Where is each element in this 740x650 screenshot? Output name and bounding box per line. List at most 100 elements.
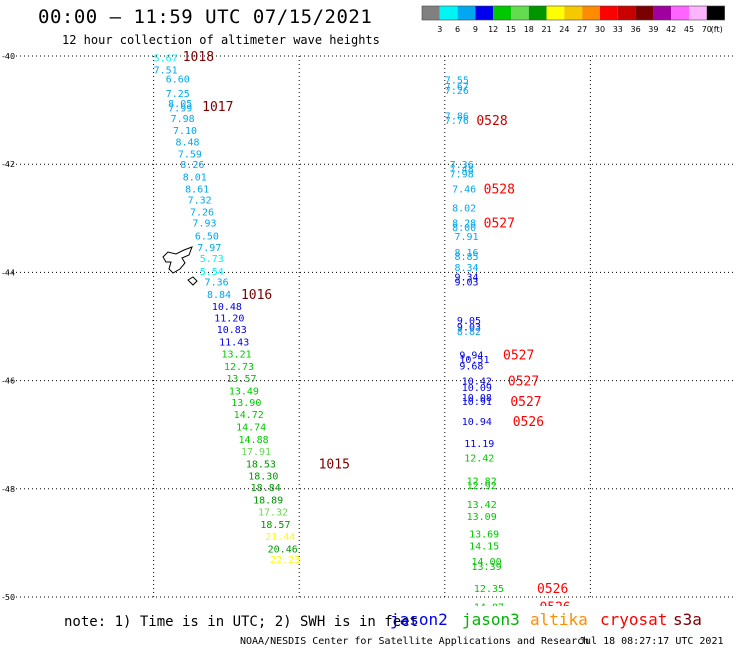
wave-height-value: 9.03 xyxy=(457,323,481,334)
legend-cryosat: cryosat xyxy=(600,610,668,629)
wave-height-value: 7.93 xyxy=(192,219,216,230)
wave-height-value: 7.59 xyxy=(178,149,202,160)
colorbar-swatch xyxy=(635,6,654,20)
wave-height-value: 8.28 xyxy=(452,219,476,230)
colorbar-unit: (ft) xyxy=(711,25,723,34)
wave-height-value: 14.74 xyxy=(236,423,266,434)
wave-height-value: 8.01 xyxy=(183,173,207,184)
chart-title: 00:00 – 11:59 UTC 07/15/2021 xyxy=(38,6,373,28)
credit-line: NOAA/NESDIS Center for Satellite Applica… xyxy=(240,636,590,647)
wave-height-value: 10.48 xyxy=(212,302,242,313)
wave-height-value: 7.36 xyxy=(450,160,474,171)
y-tick-label: -40 xyxy=(2,52,15,61)
wave-height-value: 12.35 xyxy=(474,584,504,595)
wave-height-value: 7.36 xyxy=(205,278,229,289)
pass-time-label: 0527 xyxy=(503,349,534,364)
wave-height-value: 7.10 xyxy=(173,126,197,137)
wave-height-value: 13.49 xyxy=(229,386,259,397)
wave-height-value: 5.67 xyxy=(154,54,178,65)
wave-height-value: 13.69 xyxy=(469,530,499,541)
pass-time-label: 1015 xyxy=(319,457,350,472)
wave-height-value: 13.57 xyxy=(226,374,256,385)
colorbar-swatch xyxy=(546,6,565,20)
x-tick-label: -165 xyxy=(723,605,740,606)
chart-subtitle: 12 hour collection of altimeter wave hei… xyxy=(62,33,380,47)
pass-time-label: 0526 xyxy=(537,582,568,597)
wave-height-value: 9.05 xyxy=(457,316,481,327)
wave-height-value: 7.32 xyxy=(188,195,212,206)
pass-time-label: 0527 xyxy=(508,375,539,390)
x-tick-label: -180 xyxy=(3,605,21,606)
colorbar-swatch xyxy=(493,6,511,20)
colorbar-label: 3 xyxy=(437,25,442,34)
colorbar-label: 33 xyxy=(613,25,623,34)
colorbar-swatch xyxy=(422,6,440,20)
colorbar-label: 39 xyxy=(648,25,658,34)
colorbar-swatch xyxy=(564,6,583,20)
colorbar-label: 27 xyxy=(577,25,587,34)
wave-height-value: 12.42 xyxy=(464,453,494,464)
wave-height-value: 13.90 xyxy=(231,398,261,409)
legend-s3a: s3a xyxy=(673,610,702,629)
wave-height-value: 18.57 xyxy=(260,520,290,531)
wave-height-value: 7.48 xyxy=(450,165,474,176)
wave-height-value: 12.92 xyxy=(467,481,497,492)
legend-altika: altika xyxy=(530,610,588,629)
wave-height-value: 9.03 xyxy=(455,278,479,289)
footnote: note: 1) Time is in UTC; 2) SWH is in fe… xyxy=(64,614,419,630)
colorbar-label: 9 xyxy=(473,25,478,34)
y-tick-label: -44 xyxy=(2,268,15,277)
wave-height-value: 7.99 xyxy=(168,103,192,114)
wave-height-value: 17.32 xyxy=(258,508,288,519)
wave-height-value: 7.97 xyxy=(197,243,221,254)
wave-height-value: 8.26 xyxy=(180,160,204,171)
wave-height-value: 20.46 xyxy=(268,544,298,555)
colorbar-swatch xyxy=(582,6,600,20)
wave-height-map: -180 -177 -174 -171 -168 -165 -40 -42 -44 -46 -48 -… xyxy=(2,50,740,606)
wave-height-value: 10.91 xyxy=(462,397,492,408)
wave-height-value: 5.73 xyxy=(200,254,224,265)
colorbar-label: 42 xyxy=(666,25,676,34)
wave-height-value: 18.89 xyxy=(253,496,283,507)
colorbar-swatch xyxy=(475,6,494,20)
pass-time-label: 1017 xyxy=(202,100,233,115)
y-tick-label: -48 xyxy=(2,485,15,494)
colorbar-label: 70 xyxy=(702,25,712,34)
wave-height-value: 10.42 xyxy=(462,377,492,388)
wave-height-value: 6.60 xyxy=(166,75,190,86)
colorbar-label: 12 xyxy=(488,25,498,34)
colorbar-swatch xyxy=(439,6,458,20)
wave-height-value: 9.94 xyxy=(459,351,483,362)
pass-time-label: 0527 xyxy=(510,395,541,410)
wave-height-value: 14.07 xyxy=(474,603,504,606)
wave-height-value: 8.02 xyxy=(452,203,476,214)
islet-outline xyxy=(187,276,198,286)
wave-height-value: 11.43 xyxy=(219,338,249,349)
wave-height-value: 5.54 xyxy=(200,267,224,278)
wave-height-value: 7.26 xyxy=(445,86,469,97)
wave-height-value: 13.21 xyxy=(222,350,252,361)
wave-height-value: 10.94 xyxy=(462,417,492,428)
wave-height-value: 21.44 xyxy=(265,532,295,543)
colorbar-swatch xyxy=(653,6,672,20)
colorbar-label: 6 xyxy=(455,25,460,34)
pass-time-label: 0528 xyxy=(484,183,515,198)
wave-height-value: 22.23 xyxy=(270,555,300,566)
wave-height-value: 7.55 xyxy=(445,75,469,86)
pass-time-label: 1018 xyxy=(183,50,214,65)
wave-height-value: 11.20 xyxy=(214,313,244,324)
pass-time-label: 0526 xyxy=(513,415,544,430)
pass-time-label: 0527 xyxy=(484,217,515,232)
wave-height-value: 7.98 xyxy=(450,169,474,180)
wave-height-value: 8.48 xyxy=(175,137,199,148)
wave-height-value: 8.00 xyxy=(452,223,476,234)
y-tick-label: -42 xyxy=(2,160,15,169)
wave-height-value: 8.05 xyxy=(168,99,192,110)
colorbar-swatch xyxy=(671,6,689,20)
colorbar-label: 21 xyxy=(542,25,552,34)
wave-height-value: 6.50 xyxy=(195,232,219,243)
wave-height-value: 7.26 xyxy=(190,207,214,218)
pass-time-label: 1016 xyxy=(241,288,272,303)
wave-height-value: 13.42 xyxy=(467,500,497,511)
island-outline xyxy=(162,246,193,274)
